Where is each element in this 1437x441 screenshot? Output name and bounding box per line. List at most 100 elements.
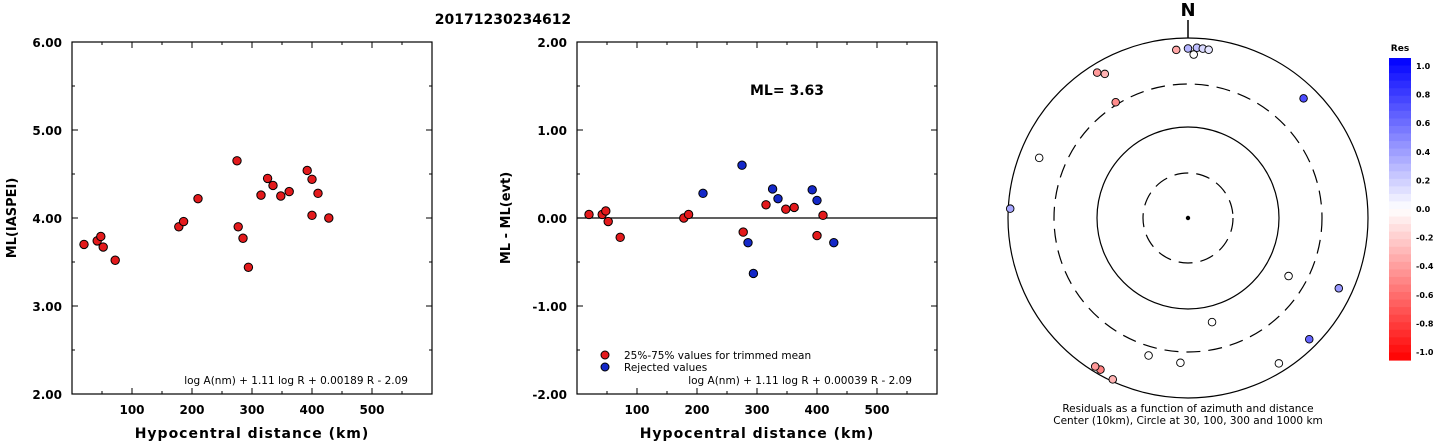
residual-point-trimmed	[812, 230, 822, 241]
colorbar-swatch	[1389, 261, 1411, 270]
residual-plot-ytick-label: -2.00	[532, 388, 567, 402]
residual-point-rejected	[812, 195, 822, 206]
north-label: N	[1180, 0, 1195, 21]
ml-plot-ytick-label: 3.00	[32, 300, 62, 314]
colorbar-swatch	[1389, 254, 1411, 263]
azimuth-station-point	[1183, 44, 1193, 53]
azimuth-station-point	[1092, 68, 1102, 77]
colorbar-swatch	[1389, 178, 1411, 187]
colorbar-tick-label: -0.6	[1416, 291, 1434, 300]
colorbar-swatch	[1389, 307, 1411, 316]
ml-station-point	[110, 255, 120, 265]
ml-plot-formula: log A(nm) + 1.11 log R + 0.00189 R - 2.0…	[184, 375, 408, 387]
colorbar-swatch	[1389, 141, 1411, 150]
residual-plot-xtick-label: 200	[684, 403, 709, 417]
colorbar-swatch	[1389, 276, 1411, 286]
colorbar-swatch	[1389, 292, 1411, 301]
colorbar-swatch	[1389, 103, 1411, 112]
ml-station-point	[262, 173, 273, 184]
colorbar-swatch	[1389, 314, 1411, 323]
residual-point-rejected	[737, 160, 747, 170]
residual-plot-xtick-label: 100	[624, 403, 649, 417]
ml-plot-xtick-label: 200	[179, 403, 204, 417]
residual-point-trimmed	[761, 200, 771, 210]
azimuth-station-point	[1111, 98, 1120, 107]
residual-plot-xtick-label: 300	[744, 403, 769, 417]
residual-plot-ytick-label: -1.00	[532, 300, 567, 314]
azimuth-station-point	[1176, 358, 1185, 368]
colorbar-swatch	[1389, 65, 1411, 74]
colorbar-tick-label: 1.0	[1416, 62, 1431, 71]
ml-station-point	[98, 242, 108, 252]
ml-plot-ytick-label: 5.00	[32, 124, 62, 138]
ml-plot-frame	[71, 41, 433, 395]
residual-point-trimmed	[781, 204, 791, 214]
ml-plot-xlabel: Hypocentral distance (km)	[135, 426, 370, 441]
azimuth-station-point	[1299, 94, 1308, 103]
colorbar-swatch	[1389, 73, 1411, 82]
legend-rejected-label: Rejected values	[624, 362, 707, 374]
colorbar-swatch	[1389, 186, 1411, 195]
ml-station-point	[313, 188, 323, 199]
ml-plot-xtick-label: 300	[239, 403, 264, 417]
colorbar-swatch	[1389, 216, 1411, 225]
colorbar-swatch	[1389, 231, 1411, 240]
ring-300km	[1053, 83, 1323, 353]
residual-point-trimmed	[584, 209, 594, 220]
residual-point-rejected	[773, 193, 783, 204]
colorbar-swatch	[1389, 329, 1411, 338]
azimuth-station-point	[1005, 204, 1015, 213]
residual-vs-distance-panel: 100 200 300 400 500 -2.00 -1.00 0.00 1.00 2.00 ML…	[499, 36, 938, 441]
ml-station-point	[79, 239, 89, 250]
azimuth-caption-line1: Residuals as a function of azimuth and d…	[1062, 403, 1313, 415]
colorbar-swatch	[1389, 337, 1411, 346]
residual-point-rejected	[748, 268, 759, 279]
colorbar-tick-label: 0.4	[1416, 148, 1431, 157]
ml-event-annotation: ML= 3.63	[750, 83, 824, 99]
figure-title: 20171230234612	[435, 12, 571, 28]
residual-point-rejected	[829, 237, 839, 248]
azimuth-station-point	[1207, 317, 1217, 327]
colorbar-swatch	[1389, 95, 1411, 104]
residual-plot-xtick-label: 400	[804, 403, 829, 417]
ml-station-point	[268, 180, 278, 191]
colorbar-swatch	[1389, 110, 1411, 119]
residual-point-trimmed	[818, 210, 828, 221]
colorbar-title: Res	[1391, 44, 1409, 54]
ml-station-point	[193, 193, 203, 204]
ml-plot-xtick-label: 100	[119, 403, 144, 417]
ml-station-point	[178, 216, 189, 227]
ml-station-point	[276, 191, 286, 201]
colorbar-tick-label: -1.0	[1416, 348, 1434, 357]
ml-plot-ylabel: ML(IASPEI)	[5, 178, 20, 259]
residual-plot-formula: log A(nm) + 1.11 log R + 0.00039 R - 2.0…	[688, 375, 912, 387]
colorbar-swatch	[1389, 156, 1411, 165]
ml-station-point	[233, 222, 243, 232]
ml-station-point	[302, 165, 312, 176]
colorbar-swatch	[1389, 163, 1411, 172]
residual-point-trimmed	[615, 232, 625, 243]
azimuth-station-point	[1144, 351, 1153, 360]
residual-plot-ytick-label: 1.00	[537, 124, 567, 138]
residual-plot-ytick-label: 0.00	[537, 212, 567, 226]
colorbar-tick-label: -0.2	[1416, 234, 1434, 243]
residual-point-trimmed	[683, 209, 694, 220]
residual-plot-ylabel: ML - ML(evt)	[499, 172, 514, 264]
azimuth-station-point	[1274, 359, 1284, 368]
residual-point-rejected	[698, 188, 708, 199]
residual-point-trimmed	[601, 206, 611, 216]
colorbar-swatch	[1389, 284, 1411, 293]
azimuth-station-point	[1090, 362, 1100, 371]
azimuth-caption-line2: Center (10km), Circle at 30, 100, 300 an…	[1053, 415, 1323, 427]
azimuth-panel: N Residuals as a function of azimuth and…	[1005, 0, 1434, 427]
ring-100km	[1096, 126, 1280, 310]
legend-trimmed-marker	[600, 350, 610, 360]
ml-plot-ytick-label: 6.00	[32, 36, 62, 50]
residual-plot-xlabel: Hypocentral distance (km)	[640, 426, 875, 441]
ml-station-point	[324, 213, 334, 223]
azimuth-station-point	[1204, 45, 1213, 54]
ml-station-point	[238, 233, 248, 243]
colorbar-swatch	[1389, 88, 1411, 97]
colorbar-swatch	[1389, 148, 1411, 157]
colorbar-swatch	[1389, 246, 1411, 255]
